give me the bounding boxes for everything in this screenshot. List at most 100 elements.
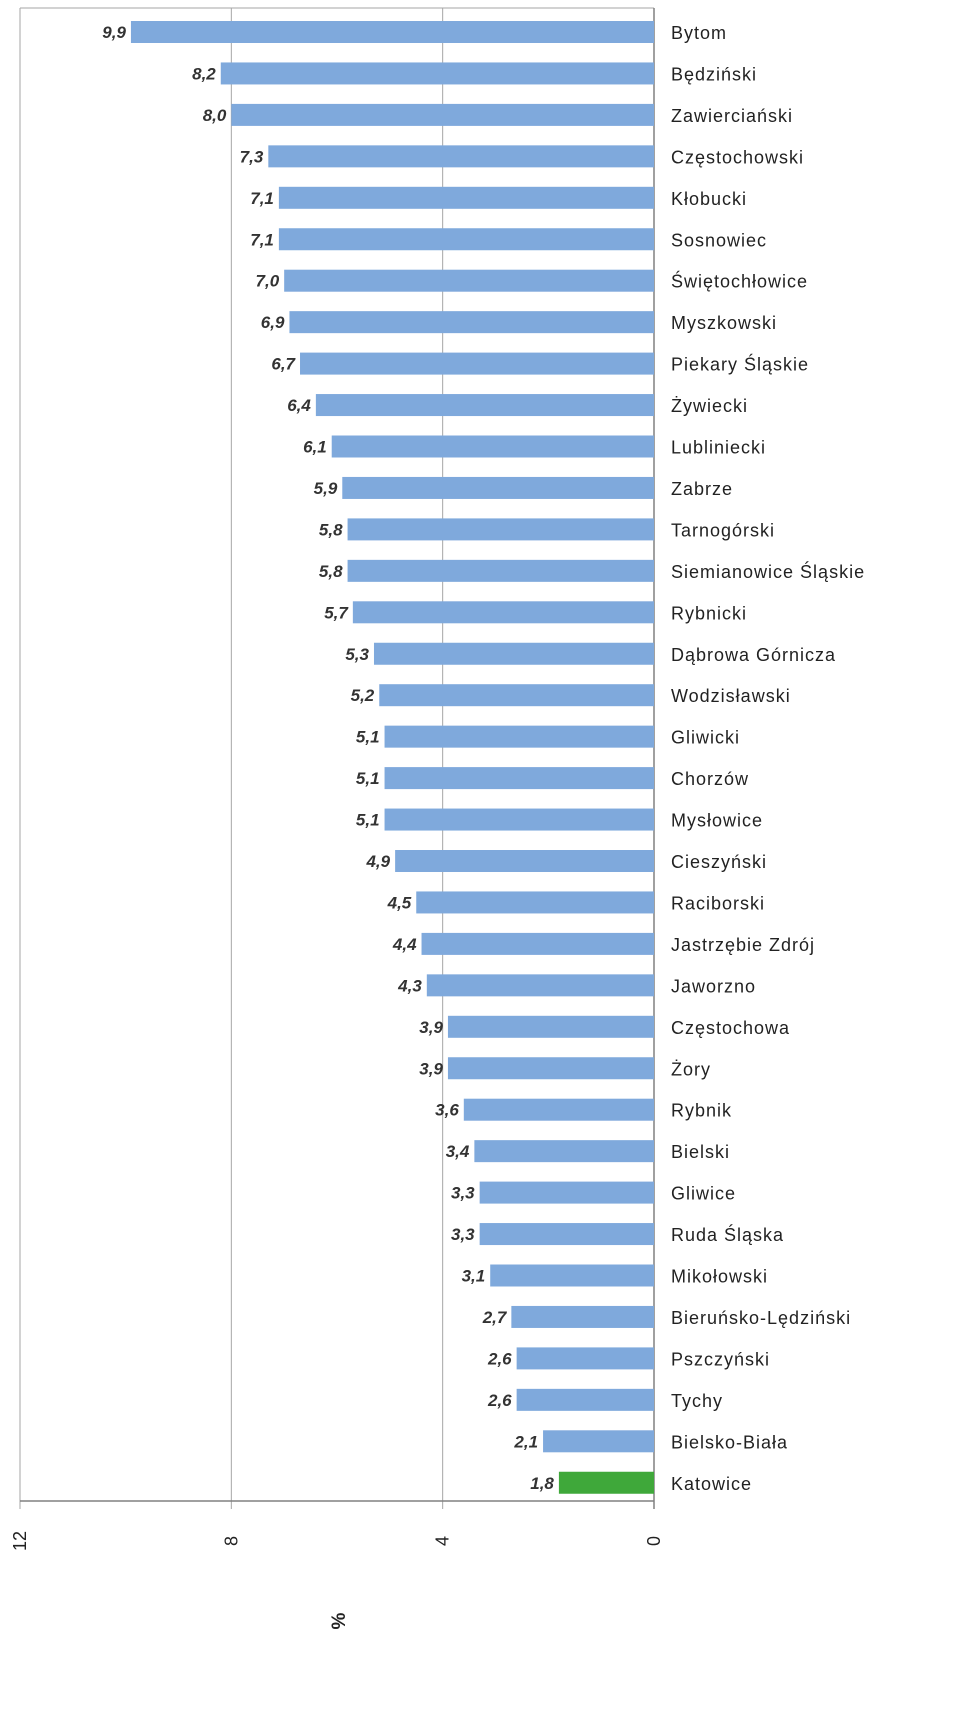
value-label-21: 4,9 xyxy=(365,852,390,871)
category-label-33: Pszczyński xyxy=(671,1349,770,1369)
category-label-9: Piekary Śląskie xyxy=(671,354,809,375)
value-label-33: 2,6 xyxy=(487,1349,512,1368)
category-label-8: Myszkowski xyxy=(671,313,777,333)
category-label-26: Żory xyxy=(671,1059,711,1079)
bar-23 xyxy=(421,932,654,955)
value-label-3: 8,0 xyxy=(203,106,227,125)
category-label-30: Ruda Śląska xyxy=(671,1224,784,1245)
value-label-6: 7,1 xyxy=(250,230,274,249)
bar-20 xyxy=(384,808,654,831)
value-label-23: 4,4 xyxy=(392,935,417,954)
bar-4 xyxy=(268,145,654,168)
x-tick-label-8: 8 xyxy=(221,1536,241,1546)
x-tick-label-4: 4 xyxy=(433,1536,453,1546)
category-label-34: Tychy xyxy=(671,1391,723,1411)
category-label-23: Jastrzębie Zdrój xyxy=(671,935,815,955)
value-label-7: 7,0 xyxy=(256,272,280,291)
category-label-1: Bytom xyxy=(671,23,727,43)
value-label-32: 2,7 xyxy=(482,1308,508,1327)
bar-16 xyxy=(373,642,654,665)
value-label-2: 8,2 xyxy=(192,64,216,83)
bar-5 xyxy=(278,186,654,209)
category-label-17: Wodzisławski xyxy=(671,686,791,706)
bar-18 xyxy=(384,725,654,748)
value-label-13: 5,8 xyxy=(319,520,343,539)
bar-8 xyxy=(289,311,654,334)
value-label-12: 5,9 xyxy=(314,479,338,498)
category-label-11: Lubliniecki xyxy=(671,438,766,458)
category-label-25: Częstochowa xyxy=(671,1018,790,1038)
category-label-16: Dąbrowa Górnicza xyxy=(671,645,836,665)
bar-34 xyxy=(516,1388,654,1411)
value-label-16: 5,3 xyxy=(345,645,369,664)
category-label-29: Gliwice xyxy=(671,1184,736,1204)
bar-19 xyxy=(384,767,654,790)
bar-17 xyxy=(379,684,654,707)
category-label-36: Katowice xyxy=(671,1474,752,1494)
value-label-15: 5,7 xyxy=(324,603,349,622)
value-label-14: 5,8 xyxy=(319,562,343,581)
bars xyxy=(130,21,655,1494)
bar-27 xyxy=(463,1098,654,1121)
value-label-20: 5,1 xyxy=(356,811,380,830)
value-label-11: 6,1 xyxy=(303,438,327,457)
value-label-25: 3,9 xyxy=(419,1018,443,1037)
category-label-6: Sosnowiec xyxy=(671,230,767,250)
bar-7 xyxy=(284,269,654,292)
bar-33 xyxy=(516,1347,654,1370)
bar-31 xyxy=(490,1264,654,1287)
category-label-18: Gliwicki xyxy=(671,728,740,748)
category-label-19: Chorzów xyxy=(671,769,749,789)
category-label-21: Cieszyński xyxy=(671,852,767,872)
x-tick-label-0: 0 xyxy=(644,1536,664,1546)
category-label-15: Rybnicki xyxy=(671,603,747,623)
category-label-31: Mikołowski xyxy=(671,1267,768,1287)
bar-21 xyxy=(395,850,654,872)
value-label-22: 4,5 xyxy=(387,893,412,912)
bar-25 xyxy=(447,1015,654,1038)
value-label-9: 6,7 xyxy=(271,355,296,374)
value-label-8: 6,9 xyxy=(261,313,285,332)
category-label-28: Bielski xyxy=(671,1142,730,1162)
category-label-7: Świętochłowice xyxy=(671,271,808,292)
value-label-17: 5,2 xyxy=(351,686,375,705)
value-label-5: 7,1 xyxy=(250,189,274,208)
value-label-28: 3,4 xyxy=(446,1142,470,1161)
bar-26 xyxy=(447,1057,654,1080)
category-label-2: Będziński xyxy=(671,64,757,84)
value-label-35: 2,1 xyxy=(513,1432,538,1451)
category-label-3: Zawierciański xyxy=(671,106,793,126)
bar-29 xyxy=(479,1181,654,1204)
value-label-1: 9,9 xyxy=(102,23,126,42)
bar-24 xyxy=(426,974,654,997)
gridlines xyxy=(19,7,655,1509)
bar-13 xyxy=(347,518,654,541)
value-labels: 9,9 8,2 8,0 7,3 7,1 7,1 7,0 6,9 6,7 6,4 6,1 5,9 5,8 5… xyxy=(102,23,554,1493)
category-label-5: Kłobucki xyxy=(671,189,747,209)
value-label-34: 2,6 xyxy=(487,1391,512,1410)
category-label-24: Jaworzno xyxy=(671,976,756,996)
bar-15 xyxy=(352,601,654,624)
category-label-13: Tarnogórski xyxy=(671,520,775,540)
value-label-24: 4,3 xyxy=(397,976,422,995)
bar-12 xyxy=(342,476,654,499)
value-label-29: 3,3 xyxy=(451,1184,475,1203)
bar-14 xyxy=(347,559,654,582)
category-label-22: Raciborski xyxy=(671,893,765,913)
category-label-4: Częstochowski xyxy=(671,147,804,167)
value-label-27: 3,6 xyxy=(435,1101,459,1120)
value-label-36: 1,8 xyxy=(530,1474,554,1493)
bar-30 xyxy=(479,1223,654,1246)
category-label-35: Bielsko-Biała xyxy=(671,1432,788,1452)
bar-6 xyxy=(278,228,654,251)
value-label-19: 5,1 xyxy=(356,769,380,788)
bar-36 xyxy=(558,1471,654,1494)
x-axis-label: % xyxy=(329,1612,350,1629)
bar-10 xyxy=(315,394,654,417)
value-label-26: 3,9 xyxy=(419,1059,443,1078)
category-label-20: Mysłowice xyxy=(671,811,763,831)
bar-22 xyxy=(416,891,654,914)
category-label-14: Siemianowice Śląskie xyxy=(671,561,865,582)
